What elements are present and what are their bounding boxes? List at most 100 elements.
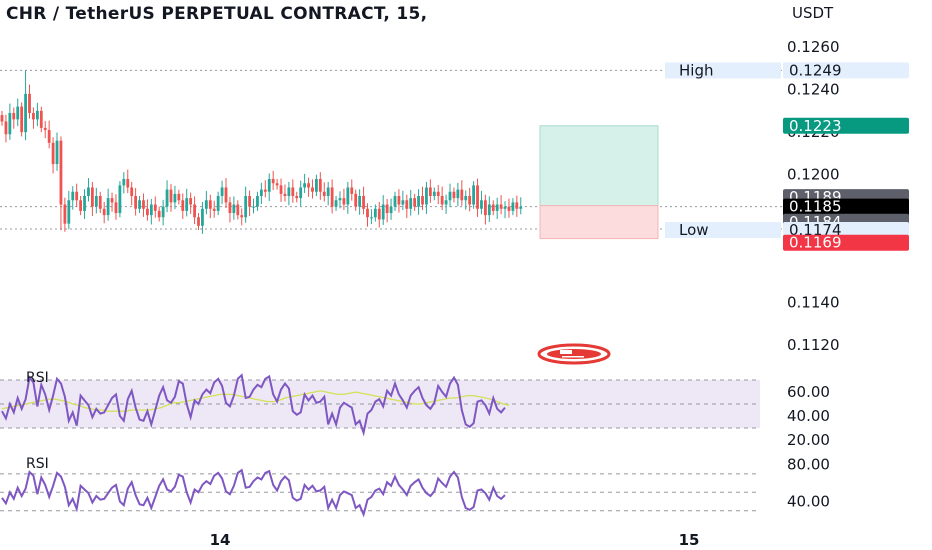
candle-body — [208, 200, 212, 209]
rsi-tick-label: 40.00 — [787, 407, 830, 425]
candle-body — [169, 189, 173, 203]
candle-body — [118, 185, 122, 214]
low-tag-label-box — [665, 222, 781, 239]
candle-body — [452, 191, 456, 199]
high-tag-label: High — [679, 61, 713, 79]
candle-body — [173, 193, 177, 203]
candle-body — [330, 187, 334, 207]
candle-body — [366, 208, 369, 218]
rsi-tick-label: 80.00 — [787, 456, 830, 474]
candle-body — [87, 187, 90, 196]
candle-body — [350, 187, 354, 194]
candle-body — [102, 208, 106, 216]
low-tag-box — [783, 222, 909, 239]
candle-body — [4, 121, 8, 135]
price-scale-tags: 0.1249High0.12230.11890.118505:580.11840… — [665, 61, 909, 252]
candle-body — [307, 183, 310, 188]
candle-body — [263, 189, 267, 192]
x-tick-label: 14 — [210, 531, 231, 549]
flag-logo-icon — [537, 343, 611, 365]
y-tick-label: 0.1200 — [787, 166, 840, 184]
candle-body — [114, 202, 118, 214]
candle-body — [476, 185, 479, 209]
candle-body — [499, 204, 503, 209]
rsi-line — [1, 373, 506, 437]
candle-body — [55, 140, 59, 165]
candle-body — [236, 204, 240, 216]
candle-body — [193, 204, 196, 218]
candle-body — [256, 196, 259, 207]
candle-body — [275, 183, 279, 186]
candle-body — [146, 208, 149, 216]
candle-body — [24, 93, 27, 133]
candle-body — [106, 198, 110, 216]
candle-body — [436, 191, 440, 196]
candle-body — [126, 178, 130, 188]
candle-body — [59, 140, 63, 205]
candle-body — [165, 189, 169, 207]
candle-body — [51, 142, 55, 165]
candle-body — [177, 193, 181, 201]
rsi-tick-label: 40.00 — [787, 493, 830, 511]
y-tick-label: 0.1120 — [787, 336, 840, 354]
candle-body — [197, 217, 200, 226]
candle-body — [358, 196, 362, 207]
candle-body — [224, 187, 228, 203]
chart-title: CHR / TetherUS PERPETUAL CONTRACT, 15, — [6, 4, 428, 24]
candle-body — [287, 187, 291, 196]
candle-body — [248, 196, 251, 207]
candle-body — [39, 110, 43, 128]
candle-body — [216, 196, 220, 211]
take-profit-tag-value: 0.1223 — [789, 117, 842, 135]
stop-loss-zone — [539, 205, 659, 240]
candle-body — [16, 106, 20, 120]
candle-body — [240, 215, 244, 218]
high-tag-value: 0.1249 — [789, 61, 842, 79]
candle-body — [181, 200, 185, 211]
x-tick-label: 15 — [679, 531, 700, 549]
candle-body — [94, 196, 98, 207]
candle-body — [503, 206, 507, 209]
candle-body — [149, 204, 153, 216]
candle-body — [279, 185, 283, 194]
candle-body — [377, 208, 381, 220]
candle-body — [495, 204, 499, 211]
candle-body — [480, 200, 483, 209]
candle-body — [405, 200, 409, 209]
rsi-tick-label: 20.00 — [787, 431, 830, 449]
low-tag-label: Low — [679, 221, 709, 239]
candle-body — [491, 204, 495, 211]
candle-body — [468, 196, 472, 205]
candle-body — [464, 196, 468, 201]
candle-body — [370, 217, 373, 219]
candle-body — [220, 187, 224, 196]
candle-body — [67, 200, 71, 224]
candle-body — [483, 200, 487, 216]
candle-body — [334, 200, 338, 207]
candle-body — [354, 193, 358, 207]
candle-body — [487, 204, 491, 216]
rsi-pane-1: RSI 60.00 40.00 20.00 — [0, 370, 830, 449]
candle-body — [472, 185, 475, 205]
candle-body — [153, 204, 157, 211]
candle-body — [8, 113, 12, 135]
high-tag-label-box — [665, 62, 781, 79]
candle-body — [511, 202, 515, 211]
candle-body — [232, 204, 236, 214]
candle-body — [413, 198, 417, 207]
candle-body — [299, 187, 303, 199]
candle-body — [138, 200, 141, 209]
candle-body — [28, 93, 31, 113]
candle-body — [389, 206, 393, 214]
candle-body — [385, 204, 389, 214]
candle-body — [315, 178, 318, 192]
candle-body — [421, 196, 424, 205]
rsi-title: RSI — [26, 370, 49, 386]
candle-body — [75, 191, 79, 201]
candle-body — [303, 183, 307, 188]
candle-body — [507, 206, 511, 211]
high-tag-box — [783, 62, 909, 79]
candle-body — [12, 113, 16, 120]
stop-loss-tag-value: 0.1169 — [789, 234, 842, 252]
